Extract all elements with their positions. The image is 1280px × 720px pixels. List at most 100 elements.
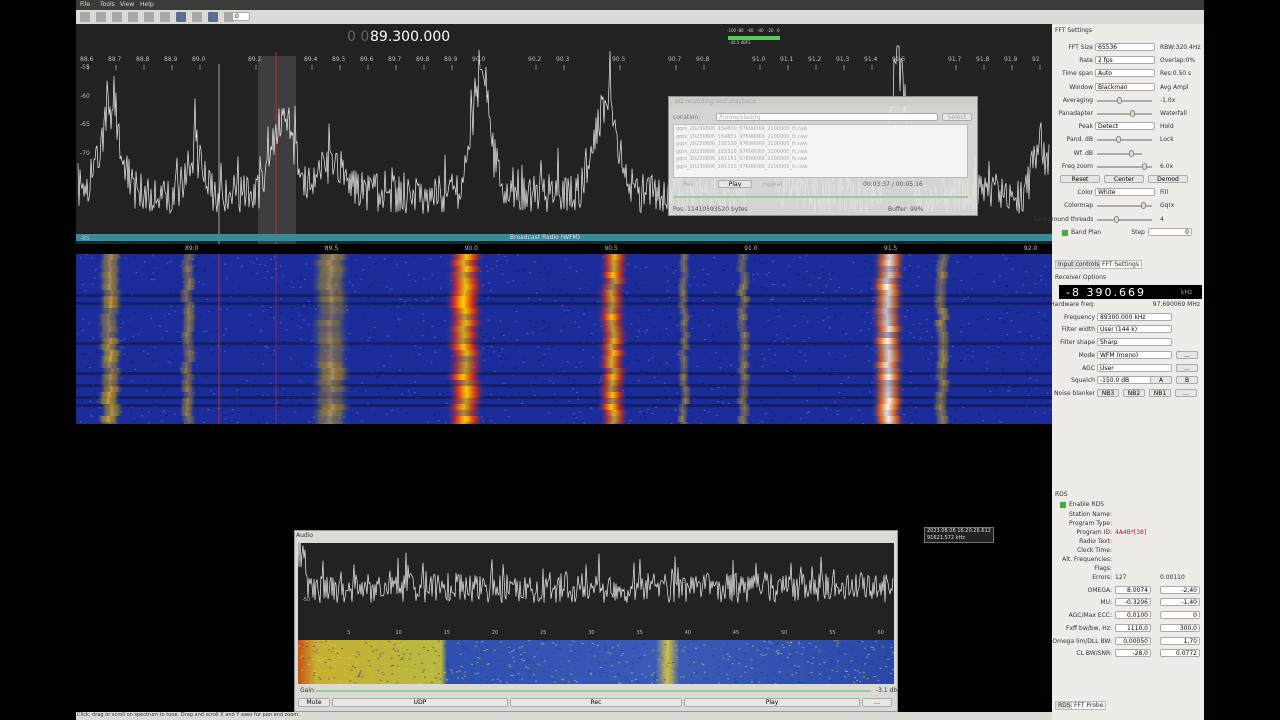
noise [505, 682, 508, 684]
noise [121, 259, 124, 261]
rds-field[interactable]: 0 [1160, 611, 1200, 620]
button[interactable]: B [1176, 376, 1198, 385]
button[interactable]: NB3 [1097, 388, 1119, 397]
button[interactable]: Reset [1060, 175, 1100, 183]
band-plan-check[interactable] [1062, 229, 1068, 236]
tool-icon[interactable] [176, 12, 186, 22]
noise [875, 640, 878, 642]
noise [421, 673, 424, 675]
file-item[interactable]: gqrx_20230806_155329_97690069_2100000_fc… [676, 148, 808, 155]
button[interactable]: Center [1104, 175, 1144, 183]
signal-stripe [447, 350, 486, 356]
noise [771, 680, 774, 682]
menu-item[interactable]: Help [140, 1, 154, 8]
noise [640, 293, 643, 295]
button[interactable]: ... [1176, 350, 1198, 359]
signal-stripe [180, 254, 197, 260]
tab[interactable]: Input controls [1055, 260, 1103, 269]
file-item[interactable]: gqrx_20230806_161151_97690069_2100000_fc… [676, 156, 808, 162]
input-box[interactable]: Blackman [1095, 82, 1155, 91]
input-box[interactable]: 0 [1148, 227, 1192, 236]
repeat-check[interactable]: repeat [763, 181, 783, 188]
tool-icon[interactable] [128, 12, 138, 22]
input-box[interactable]: 89300.000 kHz [1097, 312, 1172, 321]
slider-handle[interactable] [1116, 136, 1121, 144]
button[interactable]: Demod [1148, 175, 1188, 183]
tool-icon[interactable] [192, 12, 202, 22]
rds-check[interactable] [1060, 502, 1066, 508]
noise [753, 680, 756, 682]
tab[interactable]: FFT Probe [1071, 701, 1107, 710]
slider-handle[interactable] [1142, 162, 1147, 170]
audio-button[interactable]: UDP [332, 698, 508, 707]
check-label[interactable]: Band Plan [1071, 228, 1102, 236]
noise [207, 409, 210, 411]
rds-enable[interactable]: Enable RDS [1069, 501, 1104, 508]
noise [339, 680, 342, 682]
audio-button[interactable]: ... [862, 698, 892, 707]
file-item[interactable]: gqrx_20230806_161333_97690069_2100000_fc… [676, 163, 808, 170]
slider-handle[interactable] [1114, 215, 1119, 223]
play-button[interactable]: Play [718, 180, 752, 188]
rds-field[interactable]: 0,00050 [1115, 636, 1151, 645]
audio-button[interactable]: Mute [298, 698, 330, 707]
rds-field[interactable]: 0.0772 [1160, 649, 1200, 658]
audio-button[interactable]: Rec [510, 698, 682, 707]
tool-icon[interactable] [96, 12, 106, 22]
noise [702, 299, 705, 301]
tab[interactable]: FFT Settings [1099, 260, 1142, 269]
input-box[interactable]: Auto [1095, 69, 1155, 78]
rds-field[interactable]: 8.0074 [1115, 585, 1151, 594]
noise [160, 420, 163, 422]
noise [302, 392, 305, 394]
input-box[interactable]: User [1097, 363, 1172, 372]
button[interactable]: NB1 [1149, 388, 1171, 397]
rds-field[interactable]: 1110,0 [1115, 623, 1151, 632]
location-field[interactable]: /home/vlad/iq [716, 113, 938, 121]
select-button[interactable]: Select [942, 113, 972, 121]
file-item[interactable]: gqrx_20230806_154831_97690069_2100000_fc… [676, 133, 808, 140]
input-box[interactable]: WFM (mono) [1097, 350, 1172, 359]
menu-item[interactable]: View [120, 1, 135, 8]
input-box[interactable]: 65536 [1095, 43, 1155, 51]
tool-icon[interactable] [224, 12, 234, 22]
audio-button[interactable]: Play [684, 698, 860, 707]
rds-field[interactable]: -1,40 [1160, 598, 1200, 607]
button[interactable]: A [1150, 376, 1172, 385]
slider-handle[interactable] [1117, 96, 1122, 104]
signal-stripe [178, 332, 195, 338]
file-item[interactable]: gqrx_20230806_155109_97690069_2100000_fc… [676, 141, 808, 147]
rds-field[interactable]: 1,70 [1160, 636, 1200, 645]
rds-field[interactable]: -2,40 [1160, 585, 1200, 594]
menu-item[interactable]: File [80, 1, 91, 8]
noise [379, 653, 382, 655]
slider-handle[interactable] [1141, 202, 1146, 210]
slider-handle[interactable] [1129, 149, 1134, 157]
tool-icon[interactable] [208, 12, 218, 22]
noise [1036, 387, 1039, 389]
tool-icon[interactable] [160, 12, 170, 22]
rds-label: Fxff bw/bw, Hz: [1066, 624, 1112, 632]
rds-field[interactable]: 300,0 [1160, 623, 1200, 632]
button[interactable]: ... [1176, 363, 1198, 372]
tool-icon[interactable] [112, 12, 122, 22]
rds-field[interactable]: 0,0100 [1115, 611, 1151, 620]
tool-icon[interactable] [80, 12, 90, 22]
input-box[interactable]: User (144 k) [1097, 325, 1172, 334]
signal-stripe [179, 398, 196, 404]
slider-handle[interactable] [1130, 110, 1135, 117]
tool-icon[interactable] [144, 12, 154, 22]
input-box[interactable]: White [1095, 188, 1155, 197]
input-box[interactable]: Sharp [1097, 338, 1172, 347]
rds-field[interactable]: -0.3206 [1115, 598, 1151, 607]
rec-radio[interactable]: Rec [683, 181, 694, 188]
input-box[interactable]: 2 fps [1095, 56, 1155, 65]
noise [751, 681, 754, 683]
rds-field[interactable]: -28,0 [1115, 649, 1151, 658]
button[interactable]: ... [1175, 388, 1197, 397]
menu-item[interactable]: Tools [100, 1, 115, 8]
fft-input[interactable]: 0 [232, 12, 250, 21]
button[interactable]: NB2 [1123, 388, 1145, 397]
input-box[interactable]: Detect [1095, 122, 1155, 131]
file-item[interactable]: gqrx_20230806_154600_97690069_2100000_fc… [676, 126, 808, 132]
